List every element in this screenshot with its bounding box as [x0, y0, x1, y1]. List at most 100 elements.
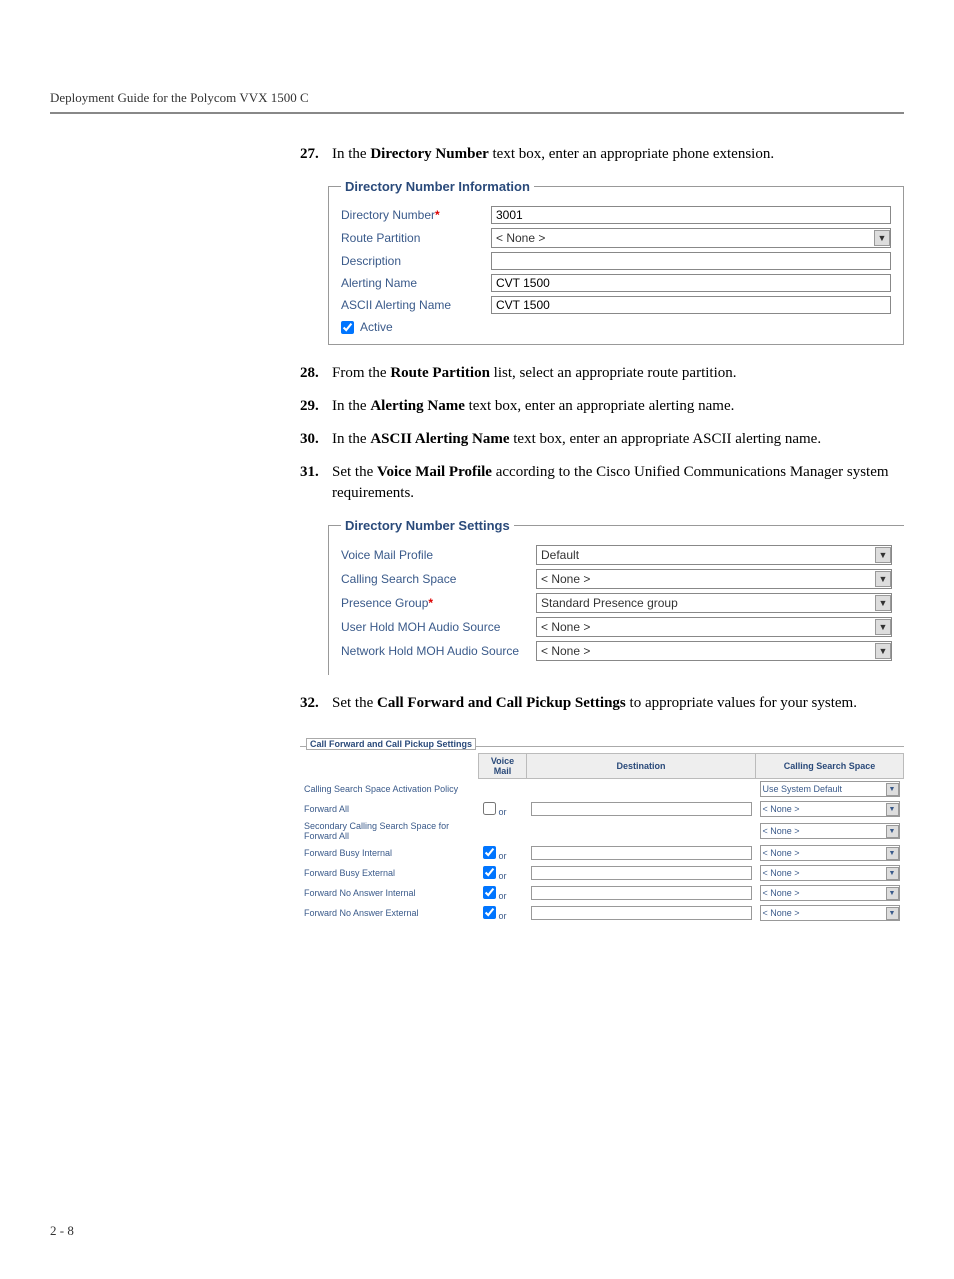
input-destination[interactable]: [531, 886, 752, 900]
figure-directory-number-info: Directory Number Information Directory N…: [328, 179, 904, 345]
label-directory-number: Directory Number*: [341, 208, 491, 222]
label-css: Calling Search Space: [341, 572, 536, 586]
input-directory-number[interactable]: [491, 206, 891, 224]
fieldset-dn-settings: Directory Number Settings Voice Mail Pro…: [328, 518, 904, 675]
required-asterisk: *: [428, 596, 433, 610]
input-ascii-alerting-name[interactable]: [491, 296, 891, 314]
cf-vm-cell: or: [479, 843, 527, 863]
select-css-row[interactable]: < None >▼: [760, 885, 900, 901]
table-row: Forward No Answer Internalor< None >▼: [300, 883, 904, 903]
row-user-hold: User Hold MOH Audio Source < None >▼: [341, 617, 892, 637]
step-text: In the Alerting Name text box, enter an …: [332, 396, 904, 417]
chevron-down-icon: ▼: [886, 825, 899, 838]
cf-row-label: Calling Search Space Activation Policy: [300, 779, 479, 800]
chevron-down-icon: ▼: [874, 230, 890, 246]
checkbox-vm[interactable]: [483, 846, 496, 859]
input-destination[interactable]: [531, 846, 752, 860]
step-number: 29.: [300, 398, 328, 415]
select-css[interactable]: < None >▼: [536, 569, 892, 589]
row-voice-mail-profile: Voice Mail Profile Default▼: [341, 545, 892, 565]
chevron-down-icon: ▼: [886, 803, 899, 816]
select-value: Use System Default: [763, 784, 843, 794]
legend-dn-info: Directory Number Information: [341, 179, 534, 194]
cf-vm-cell: or: [479, 863, 527, 883]
input-destination[interactable]: [531, 906, 752, 920]
label-or: or: [499, 807, 507, 817]
step-text: In the Directory Number text box, enter …: [332, 144, 904, 165]
select-value: < None >: [763, 804, 800, 814]
checkbox-vm[interactable]: [483, 866, 496, 879]
page-header: Deployment Guide for the Polycom VVX 150…: [50, 90, 904, 106]
checkbox-vm[interactable]: [483, 886, 496, 899]
select-value: < None >: [763, 826, 800, 836]
cf-vm-cell: [479, 779, 527, 800]
select-css-row[interactable]: Use System Default ▼: [760, 781, 900, 797]
label-ascii-alerting-name: ASCII Alerting Name: [341, 298, 491, 312]
cf-row-label: Forward Busy Internal: [300, 843, 479, 863]
label-or: or: [499, 911, 507, 921]
step-text-bold: Directory Number: [370, 146, 488, 162]
select-vmp[interactable]: Default▼: [536, 545, 892, 565]
chevron-down-icon: ▼: [886, 887, 899, 900]
chevron-down-icon: ▼: [875, 619, 891, 635]
select-uh[interactable]: < None >▼: [536, 617, 892, 637]
label-description: Description: [341, 254, 491, 268]
step-number: 28.: [300, 365, 328, 382]
select-value: < None >: [763, 908, 800, 918]
input-destination[interactable]: [531, 866, 752, 880]
label-or: or: [499, 871, 507, 881]
cf-vm-cell: or: [479, 883, 527, 903]
checkbox-vm[interactable]: [483, 802, 496, 815]
step-text: Set the Voice Mail Profile according to …: [332, 462, 904, 504]
select-value: < None >: [496, 231, 545, 245]
col-destination: Destination: [527, 754, 756, 779]
cf-css-cell: Use System Default ▼: [756, 779, 904, 800]
cf-dest-cell: [527, 843, 756, 863]
checkbox-vm[interactable]: [483, 906, 496, 919]
select-nh[interactable]: < None >▼: [536, 641, 892, 661]
table-row: Forward Busy Internalor < None > ▼: [300, 843, 904, 863]
select-pg[interactable]: Standard Presence group▼: [536, 593, 892, 613]
input-description[interactable]: [491, 252, 891, 270]
select-css-row[interactable]: < None > ▼: [760, 823, 900, 839]
required-asterisk: *: [435, 208, 440, 222]
input-alerting-name[interactable]: [491, 274, 891, 292]
select-route-partition[interactable]: < None > ▼: [491, 228, 891, 248]
cf-css-cell: < None >▼: [756, 883, 904, 903]
chevron-down-icon: ▼: [886, 783, 899, 796]
cf-row-label: Forward No Answer External: [300, 903, 479, 923]
label-uh: User Hold MOH Audio Source: [341, 620, 536, 634]
step-text-after: text box, enter an appropriate phone ext…: [489, 146, 774, 162]
row-presence-group: Presence Group* Standard Presence group▼: [341, 593, 892, 613]
cf-dest-cell: [527, 883, 756, 903]
select-css-row[interactable]: < None > ▼: [760, 801, 900, 817]
step-31: 31. Set the Voice Mail Profile according…: [300, 462, 904, 504]
cf-dest-cell: [527, 779, 756, 800]
cf-row-label: Forward All: [300, 799, 479, 819]
row-description: Description: [341, 252, 891, 270]
select-value: < None >: [763, 848, 800, 858]
row-active: Active: [341, 320, 891, 334]
select-css-row[interactable]: < None > ▼: [760, 845, 900, 861]
input-destination[interactable]: [531, 802, 752, 816]
cf-row-label: Forward Busy External: [300, 863, 479, 883]
label-pg: Presence Group*: [341, 596, 536, 610]
label-alerting-name: Alerting Name: [341, 276, 491, 290]
page-footer: 2 - 8: [50, 1223, 904, 1239]
step-number: 30.: [300, 431, 328, 448]
fieldset-dn-info: Directory Number Information Directory N…: [328, 179, 904, 345]
row-calling-search-space: Calling Search Space < None >▼: [341, 569, 892, 589]
checkbox-active[interactable]: [341, 321, 354, 334]
select-css-row[interactable]: < None >▼: [760, 905, 900, 921]
select-css-row[interactable]: < None >▼: [760, 865, 900, 881]
step-number: 32.: [300, 695, 328, 712]
label-or: or: [499, 891, 507, 901]
col-voice-mail: Voice Mail: [479, 754, 527, 779]
legend-cf: Call Forward and Call Pickup Settings: [306, 738, 476, 750]
chevron-down-icon: ▼: [886, 847, 899, 860]
step-text-before: In the: [332, 146, 370, 162]
figure-call-forward-settings: Call Forward and Call Pickup Settings Vo…: [300, 728, 904, 923]
step-number: 31.: [300, 464, 328, 481]
cf-row-label: Secondary Calling Search Space for Forwa…: [300, 819, 479, 843]
table-row: Calling Search Space Activation Policy Us…: [300, 779, 904, 800]
